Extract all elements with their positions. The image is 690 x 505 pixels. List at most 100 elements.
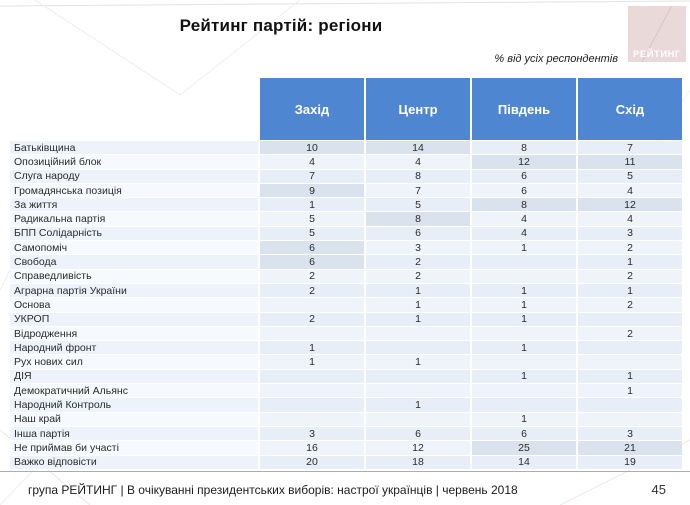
value-cell <box>472 326 576 342</box>
value-cell: 4 <box>472 226 576 242</box>
value-cell: 12 <box>578 198 682 213</box>
party-label: БПП Солідарність <box>10 226 258 242</box>
value-cell: 1 <box>472 298 576 313</box>
value-cell: 8 <box>366 169 470 184</box>
value-cell: 4 <box>578 212 682 227</box>
value-cell: 2 <box>578 326 682 342</box>
rating-group-logo: РЕЙТИНГ <box>628 6 686 62</box>
value-cell: 6 <box>366 226 470 242</box>
party-label: Радикальна партія <box>10 212 258 227</box>
value-cell: 1 <box>578 255 682 270</box>
party-label: Відродження <box>10 326 258 342</box>
value-cell: 1 <box>472 312 576 327</box>
value-cell <box>260 412 364 427</box>
value-cell <box>472 269 576 284</box>
unit-note: % від усіх респондентів <box>494 53 618 65</box>
value-cell: 1 <box>472 341 576 356</box>
value-cell: 1 <box>578 384 682 399</box>
value-cell <box>578 355 682 370</box>
value-cell: 1 <box>366 312 470 327</box>
value-cell <box>366 384 470 399</box>
value-cell: 4 <box>472 212 576 227</box>
value-cell: 8 <box>366 212 470 227</box>
table-body: Батьківщина 10 14 8 7 Опозиційний блок 4 4 12 11 С… <box>10 141 682 470</box>
value-cell: 7 <box>578 141 682 156</box>
value-cell: 8 <box>472 198 576 213</box>
value-cell: 2 <box>260 269 364 284</box>
value-cell: 8 <box>472 141 576 156</box>
value-cell: 25 <box>472 441 576 456</box>
footer-divider <box>0 471 690 472</box>
value-cell: 18 <box>366 455 470 470</box>
party-label: Наш край <box>10 412 258 427</box>
value-cell: 7 <box>260 169 364 184</box>
value-cell: 6 <box>472 169 576 184</box>
value-cell: 19 <box>578 455 682 470</box>
value-cell: 1 <box>472 369 576 385</box>
value-cell <box>260 384 364 399</box>
value-cell: 1 <box>578 369 682 385</box>
value-cell <box>472 398 576 413</box>
party-label: Не приймав би участі <box>10 441 258 456</box>
value-cell: 1 <box>260 341 364 356</box>
slide-title: Рейтинг партій: регіони <box>179 16 383 35</box>
party-label: Інша партія <box>10 426 258 442</box>
value-cell: 6 <box>472 426 576 442</box>
party-label: Основа <box>10 298 258 313</box>
value-cell <box>578 312 682 327</box>
value-cell: 5 <box>366 198 470 213</box>
value-cell <box>472 255 576 270</box>
value-cell: 14 <box>366 141 470 156</box>
value-cell: 12 <box>472 155 576 170</box>
value-cell: 1 <box>260 198 364 213</box>
value-cell: 1 <box>472 241 576 256</box>
page-number: 45 <box>651 482 666 497</box>
party-label: Народний Контроль <box>10 398 258 413</box>
value-cell: 4 <box>260 155 364 170</box>
party-label: ДІЯ <box>10 369 258 385</box>
footer-text: група РЕЙТИНГ | В очікуванні президентсь… <box>28 483 518 497</box>
value-cell <box>578 398 682 413</box>
value-cell: 11 <box>578 155 682 170</box>
value-cell: 1 <box>366 298 470 313</box>
party-label: За життя <box>10 198 258 213</box>
value-cell <box>260 298 364 313</box>
value-cell: 1 <box>260 355 364 370</box>
value-cell <box>366 341 470 356</box>
column-header-center: Центр <box>366 78 470 140</box>
value-cell: 4 <box>366 155 470 170</box>
value-cell: 2 <box>578 269 682 284</box>
value-cell: 12 <box>366 441 470 456</box>
party-label: Аграрна партія України <box>10 283 258 299</box>
column-header-west: Захід <box>260 78 364 140</box>
value-cell: 2 <box>260 283 364 299</box>
value-cell: 16 <box>260 441 364 456</box>
header-empty-cell <box>10 78 258 140</box>
value-cell: 1 <box>366 283 470 299</box>
value-cell: 5 <box>578 169 682 184</box>
value-cell <box>472 355 576 370</box>
value-cell: 2 <box>366 255 470 270</box>
value-cell: 2 <box>578 298 682 313</box>
column-header-east: Схід <box>578 78 682 140</box>
value-cell: 3 <box>366 241 470 256</box>
value-cell: 5 <box>260 226 364 242</box>
party-label: Свобода <box>10 255 258 270</box>
value-cell: 6 <box>260 241 364 256</box>
column-header-south: Південь <box>472 78 576 140</box>
value-cell: 2 <box>260 312 364 327</box>
party-label: Опозиційний блок <box>10 155 258 170</box>
value-cell: 21 <box>578 441 682 456</box>
value-cell <box>578 341 682 356</box>
party-label: Слуга народу <box>10 169 258 184</box>
value-cell: 7 <box>366 183 470 199</box>
party-label: УКРОП <box>10 312 258 327</box>
party-label: Важко відповісти <box>10 455 258 470</box>
party-label: Демократичний Альянс <box>10 384 258 399</box>
value-cell: 20 <box>260 455 364 470</box>
value-cell: 1 <box>472 412 576 427</box>
value-cell: 4 <box>578 183 682 199</box>
value-cell: 14 <box>472 455 576 470</box>
value-cell <box>366 369 470 385</box>
